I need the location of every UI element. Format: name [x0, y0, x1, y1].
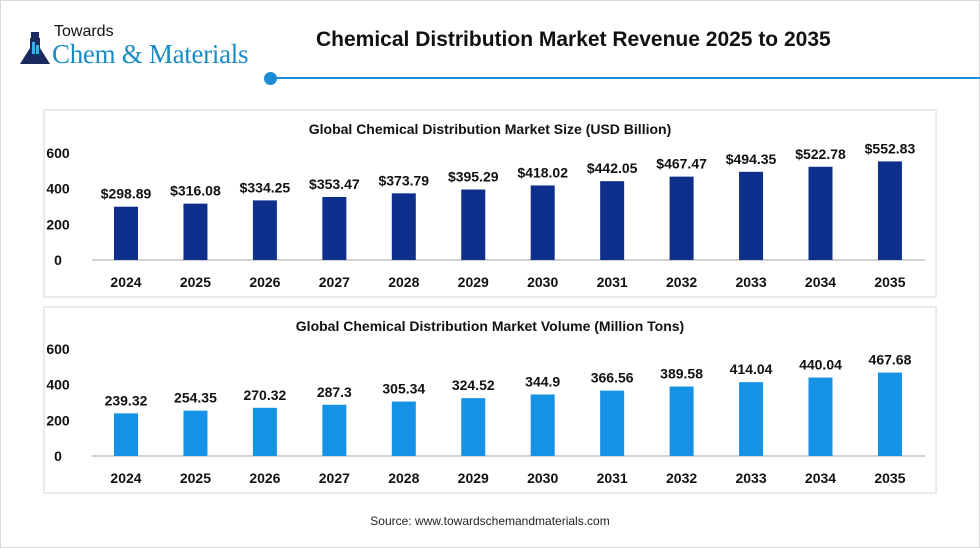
x-tick-label: 2030: [527, 274, 558, 290]
bar-2024: [114, 413, 138, 456]
bar-2028: [391, 401, 416, 456]
data-label: 344.9: [525, 373, 560, 389]
bar-2027: [322, 404, 347, 456]
data-label: 389.58: [660, 366, 703, 382]
bar-2033: [739, 171, 764, 260]
data-label: 239.32: [105, 392, 148, 408]
page-title: Chemical Distribution Market Revenue 202…: [316, 28, 831, 51]
y-tick-label: 200: [46, 412, 70, 428]
x-tick-label: 2030: [527, 470, 558, 486]
data-label: $373.79: [378, 172, 429, 188]
bar-2028: [391, 193, 416, 260]
data-label: 414.04: [730, 361, 773, 377]
bar-2029: [461, 398, 486, 456]
bar-2030: [530, 185, 555, 260]
y-tick-label: 0: [54, 252, 62, 268]
bar-2035: [877, 161, 902, 260]
y-tick-label: 400: [46, 377, 70, 393]
bar-2029: [461, 189, 486, 260]
data-label: $395.29: [448, 169, 499, 185]
x-tick-label: 2024: [110, 274, 141, 290]
bar-2031: [600, 390, 625, 456]
data-label: $494.35: [726, 151, 777, 167]
y-tick-label: 400: [46, 181, 70, 197]
x-tick-label: 2027: [319, 470, 350, 486]
source-text: Source: www.towardschemandmaterials.com: [370, 514, 610, 528]
bar-2033: [739, 382, 764, 456]
chart-panel: [43, 109, 937, 298]
x-tick-label: 2028: [388, 470, 419, 486]
data-label: $298.89: [101, 186, 152, 202]
x-tick-label: 2031: [597, 470, 628, 486]
y-tick-label: 0: [54, 448, 62, 464]
x-tick-label: 2034: [805, 470, 836, 486]
x-tick-label: 2024: [110, 470, 141, 486]
data-label: $334.25: [240, 179, 291, 195]
logo-main-text: Chem & Materials: [52, 39, 249, 69]
x-tick-label: 2025: [180, 274, 211, 290]
data-label: $316.08: [170, 183, 221, 199]
bar-2032: [669, 386, 694, 456]
x-tick-label: 2032: [666, 470, 697, 486]
y-tick-label: 600: [46, 341, 70, 357]
x-tick-label: 2035: [874, 274, 905, 290]
y-tick-label: 600: [46, 145, 70, 161]
x-tick-label: 2035: [874, 470, 905, 486]
data-label: $522.78: [795, 146, 846, 162]
bar-2034: [808, 377, 833, 456]
bar-2034: [808, 166, 833, 260]
x-tick-label: 2027: [319, 274, 350, 290]
logo-top-text: Towards: [54, 23, 114, 40]
chart-title: Global Chemical Distribution Market Size…: [309, 121, 672, 137]
bar-2026: [252, 407, 277, 456]
bar-2026: [252, 200, 277, 260]
data-label: $353.47: [309, 176, 360, 192]
x-tick-label: 2029: [458, 470, 489, 486]
data-label: 287.3: [317, 384, 352, 400]
bar-2035: [877, 372, 902, 456]
x-tick-label: 2034: [805, 274, 836, 290]
data-label: 366.56: [591, 370, 634, 386]
data-label: 305.34: [382, 381, 425, 397]
x-tick-label: 2028: [388, 274, 419, 290]
data-label: $467.47: [656, 156, 707, 172]
bar-2030: [530, 394, 555, 456]
data-label: 254.35: [174, 390, 217, 406]
data-label: 270.32: [243, 387, 286, 403]
data-label: 440.04: [799, 357, 842, 373]
chart-title: Global Chemical Distribution Market Volu…: [296, 318, 684, 334]
x-tick-label: 2033: [735, 274, 766, 290]
data-label: 324.52: [452, 377, 495, 393]
data-label: $442.05: [587, 160, 638, 176]
y-tick-label: 200: [46, 216, 70, 232]
bar-2032: [669, 176, 694, 260]
bar-2024: [114, 206, 138, 260]
decorative-line: [272, 77, 980, 79]
x-tick-label: 2026: [249, 274, 280, 290]
data-label: $418.02: [517, 164, 568, 180]
chart-panel: [43, 306, 937, 494]
x-tick-label: 2025: [180, 470, 211, 486]
bar-2027: [322, 196, 347, 260]
x-tick-label: 2026: [249, 470, 280, 486]
bar-2025: [183, 203, 208, 260]
x-tick-label: 2032: [666, 274, 697, 290]
bar-2031: [600, 181, 625, 260]
data-label: 467.68: [869, 352, 912, 368]
x-tick-label: 2033: [735, 470, 766, 486]
bar-2025: [183, 410, 208, 456]
decorative-dot: [264, 72, 277, 85]
logo: Towards Chem & Materials: [18, 24, 278, 70]
x-tick-label: 2029: [458, 274, 489, 290]
data-label: $552.83: [865, 140, 916, 156]
flask-icon: [20, 32, 50, 64]
x-tick-label: 2031: [597, 274, 628, 290]
